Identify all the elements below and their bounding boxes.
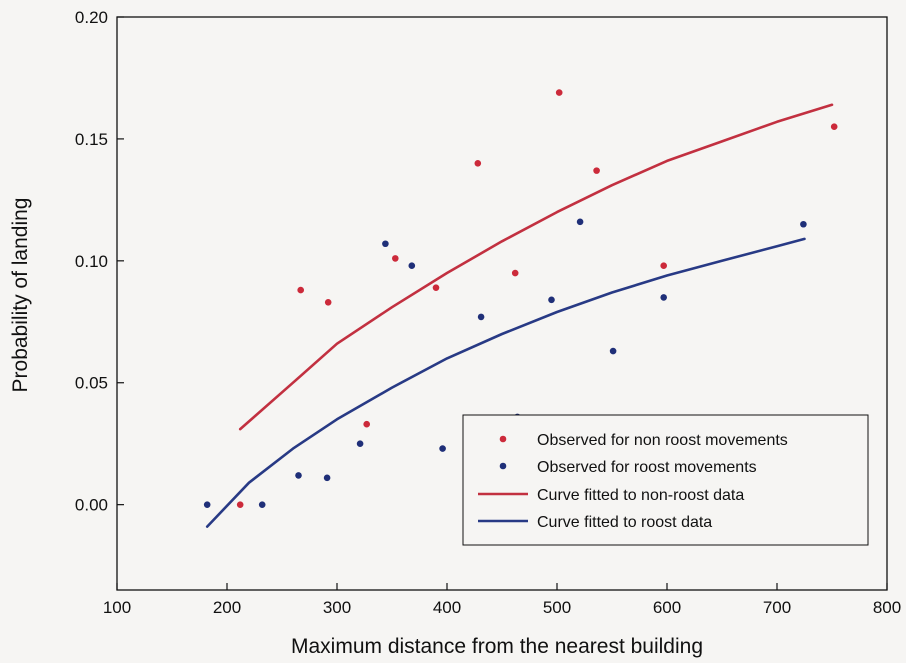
y-axis-title: Probability of landing [9,198,32,393]
x-axis: 100 200 300 400 500 600 700 800 [103,583,901,617]
x-tick-label: 600 [653,598,681,617]
legend-point-marker [499,462,507,470]
data-point [593,167,600,174]
data-point [203,501,211,508]
data-point [439,445,446,452]
data-point [474,159,482,167]
data-point [609,347,617,355]
x-tick-label: 800 [873,598,901,617]
data-point [297,286,305,294]
legend-label: Observed for non roost movements [537,432,788,449]
data-point [660,294,667,301]
series-layer [203,89,838,528]
y-axis: 0.00 0.05 0.10 0.15 0.20 [75,8,124,515]
legend-label: Curve fitted to roost data [537,514,712,531]
data-point [511,269,519,277]
series-2 [203,218,807,508]
x-tick-label: 500 [543,598,571,617]
x-axis-title: Maximum distance from the nearest buildi… [291,635,703,658]
legend-box [462,414,869,546]
x-tick-label: 100 [103,598,131,617]
data-point [576,218,584,226]
data-point [258,501,266,508]
x-tick-label: 200 [213,598,241,617]
legend: Observed for non roost movements Observed… [462,414,869,546]
legend-point-marker [499,435,507,443]
data-point [555,89,563,96]
legend-label: Curve fitted to non-roost data [537,487,744,504]
plot-area [116,16,888,591]
data-point [477,313,485,321]
y-tick-label: 0.15 [75,130,108,149]
x-tick-label: 700 [763,598,791,617]
data-point [356,440,364,448]
y-tick-label: 0.20 [75,8,108,27]
y-tick-label: 0.00 [75,496,108,515]
y-tick-label: 0.10 [75,252,108,271]
y-tick-label: 0.05 [75,374,108,393]
data-point [363,420,371,428]
data-point [236,501,244,508]
data-point [800,220,807,228]
legend-label: Observed for roost movements [537,459,757,476]
series-4 [205,237,806,528]
data-point [830,123,838,131]
series-3 [238,103,834,431]
data-point [392,255,399,262]
data-point [295,472,302,479]
data-point [548,296,555,304]
data-point [408,262,416,270]
fitted-curve [205,237,806,528]
data-point [432,284,440,291]
data-point [382,240,389,248]
data-point [660,262,667,270]
fitted-curve [238,103,834,431]
x-tick-label: 400 [433,598,461,617]
data-point [324,298,332,306]
data-point [323,474,331,482]
series-1 [236,89,838,508]
x-tick-label: 300 [323,598,351,617]
